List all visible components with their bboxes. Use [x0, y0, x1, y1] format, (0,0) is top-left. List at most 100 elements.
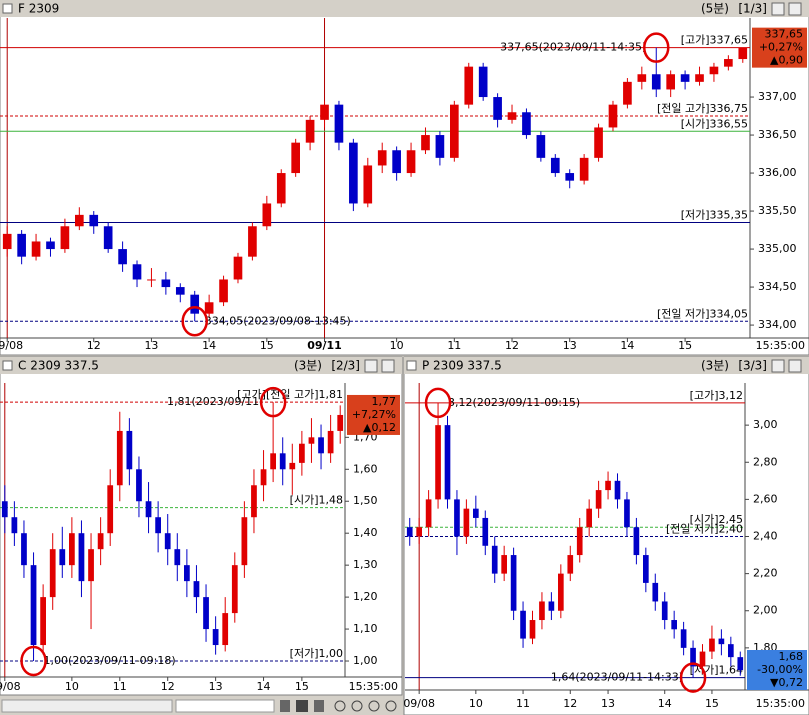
- candle-body: [289, 462, 296, 470]
- time-label: 15:35:00: [756, 339, 805, 352]
- candle-body: [680, 74, 690, 82]
- price-box: [747, 650, 807, 690]
- reference-label: [시가]1,48: [290, 494, 343, 507]
- candle-body: [478, 66, 488, 98]
- candle-body: [586, 508, 592, 528]
- btn-zoom-fit[interactable]: [368, 700, 380, 712]
- candle-body: [75, 214, 84, 227]
- price-box-text: +7,27%: [352, 408, 396, 421]
- candle-body: [136, 469, 142, 502]
- price-box-text: +0,27%: [759, 41, 803, 54]
- y-tick-label: 2,40: [753, 530, 778, 543]
- candle-body: [233, 256, 243, 280]
- candle-body: [623, 81, 632, 105]
- x-tick-label: 12: [161, 680, 175, 693]
- candle-body: [724, 59, 733, 67]
- candle-body: [327, 430, 334, 454]
- btn-stop[interactable]: [296, 700, 308, 712]
- y-tick-label: 335,50: [758, 204, 797, 217]
- candle-body: [103, 226, 113, 250]
- candle-body: [184, 565, 190, 582]
- btn-close[interactable]: [788, 2, 802, 16]
- candle-body: [349, 142, 358, 204]
- panel-page: [2/3]: [331, 359, 360, 373]
- candle-body: [550, 157, 560, 174]
- highlight-circle: [643, 32, 670, 63]
- y-tick-label: 1,40: [353, 526, 378, 539]
- btn-restore[interactable]: [364, 359, 378, 373]
- candle-body: [539, 601, 545, 621]
- y-tick-label: 2,00: [753, 604, 778, 617]
- panel-icon[interactable]: [406, 360, 417, 371]
- y-tick-label: 2,60: [753, 492, 778, 505]
- y-tick-label: 336,00: [758, 166, 797, 179]
- candle-body: [614, 480, 621, 500]
- zoom-slider[interactable]: [175, 699, 275, 713]
- candle-body: [190, 294, 200, 314]
- candle-body: [212, 629, 219, 646]
- candle-body: [728, 644, 734, 658]
- chart-panel: P 2309 337.5 (3분) [3/3]1,802,002,202,402,6…: [403, 356, 809, 715]
- candle-body: [17, 233, 26, 257]
- panel-icon[interactable]: [2, 360, 13, 371]
- candle-body: [116, 430, 123, 486]
- candle-body: [605, 480, 611, 491]
- candle-body: [299, 443, 305, 463]
- candle-body: [406, 527, 413, 537]
- candle-body: [595, 490, 602, 509]
- panel-icon[interactable]: [2, 3, 13, 14]
- scrollbar[interactable]: [1, 699, 173, 713]
- reference-label: [시가]336,55: [681, 117, 748, 130]
- candle-body: [30, 565, 37, 646]
- y-tick-label: 1,30: [353, 558, 378, 571]
- candle-body: [78, 533, 85, 582]
- candle-body: [320, 104, 329, 120]
- chart-panel: C 2309 337.5 (3분) [2/3] 1,00 1,10 1,20 1,30 1,4…: [0, 356, 403, 696]
- candle-body: [270, 453, 276, 470]
- candle-body: [608, 104, 618, 128]
- panel-title-bar: [0, 0, 809, 17]
- candle-body: [222, 613, 229, 646]
- candle-body: [241, 517, 248, 566]
- panel-title: F 2309: [18, 2, 59, 16]
- candle-body: [510, 555, 517, 611]
- candle-body: [576, 527, 583, 556]
- candle-body: [107, 485, 114, 534]
- candle-body: [21, 533, 27, 566]
- highlight-circle: [424, 387, 452, 419]
- candle-body: [118, 249, 127, 265]
- candle-body: [89, 214, 99, 227]
- x-tick-label: 15: [260, 339, 274, 352]
- candle-body: [699, 651, 706, 667]
- price-box-text: 1,68: [779, 650, 804, 663]
- candle-body: [651, 74, 661, 90]
- toolbar: [0, 697, 402, 715]
- reference-label: [저가]1,64: [690, 664, 743, 677]
- candle-body: [11, 517, 18, 534]
- btn-search[interactable]: [385, 700, 397, 712]
- candle-body: [444, 425, 451, 500]
- panel-title-bar: [0, 357, 402, 374]
- btn-close[interactable]: [381, 359, 395, 373]
- time-label: 15:35:00: [756, 697, 805, 710]
- candle-body: [126, 430, 133, 470]
- btn-restore[interactable]: [771, 359, 785, 373]
- btn-restore[interactable]: [771, 2, 785, 16]
- x-tick-label: 15: [295, 680, 309, 693]
- btn-zoom-in[interactable]: [334, 700, 346, 712]
- candle-body: [680, 629, 687, 648]
- candle-body: [155, 517, 161, 534]
- candle-body: [260, 469, 267, 486]
- candle-body: [633, 527, 640, 556]
- x-tick-label: 10: [390, 339, 404, 352]
- x-tick-label: 10: [469, 697, 483, 710]
- btn-next[interactable]: [314, 700, 324, 712]
- btn-close[interactable]: [788, 359, 802, 373]
- highlight-circle: [679, 662, 707, 693]
- btn-zoom-out[interactable]: [351, 700, 363, 712]
- candle-body: [464, 66, 474, 105]
- reference-label: [전일 저가]2,40: [666, 522, 743, 536]
- btn-prev[interactable]: [280, 700, 290, 712]
